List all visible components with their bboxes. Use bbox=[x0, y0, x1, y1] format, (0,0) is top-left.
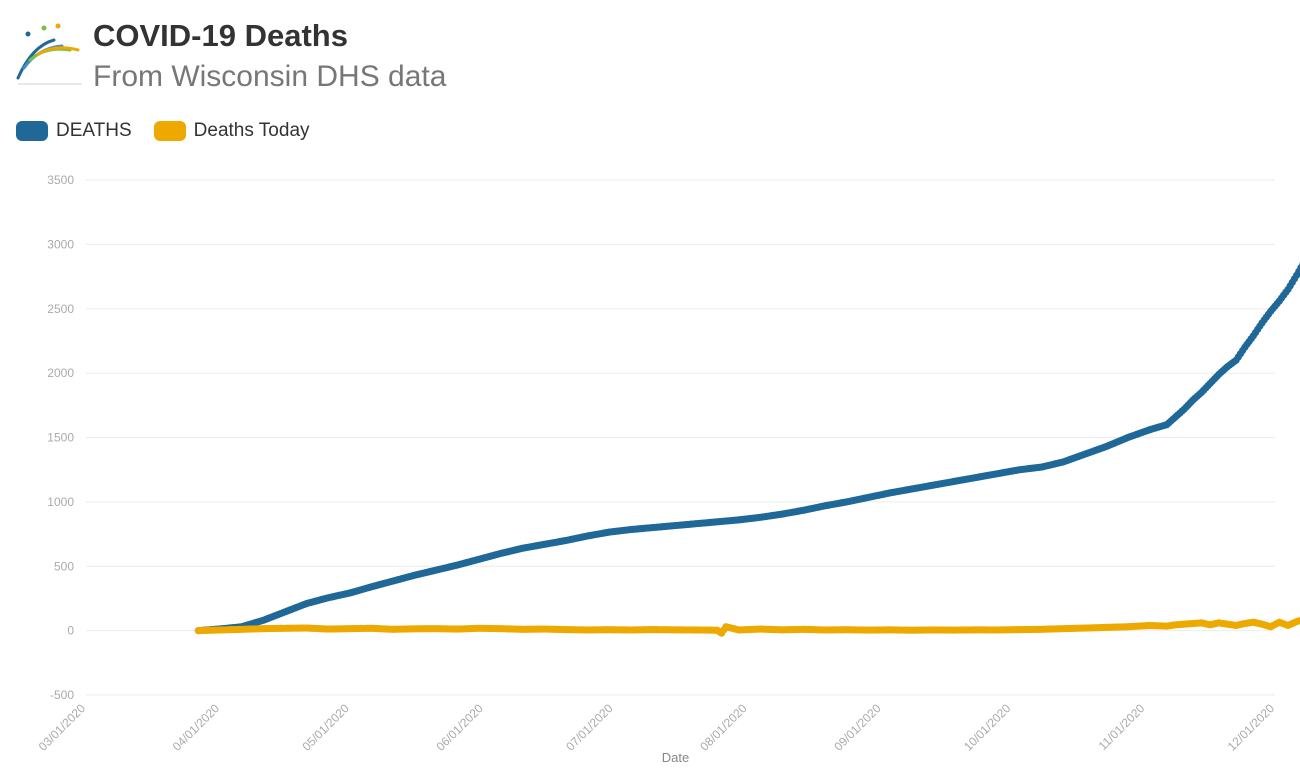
chart-legend: DEATHS Deaths Today bbox=[16, 118, 332, 144]
chart-subtitle: From Wisconsin DHS data bbox=[93, 60, 447, 93]
chart-title: COVID-19 Deaths bbox=[93, 18, 348, 53]
y-tick-label-3500: 3500 bbox=[47, 173, 74, 187]
x-tick-label-05-01-2020: 05/01/2020 bbox=[299, 701, 352, 754]
x-axis-title: Date bbox=[662, 750, 689, 765]
x-axis-ticks: 03/01/2020 04/01/2020 05/01/2020 06/01/2020… bbox=[36, 701, 1278, 754]
legend-item-deaths[interactable]: DEATHS bbox=[16, 120, 132, 142]
series-marker-1-62-2 bbox=[1297, 616, 1300, 624]
x-tick-label-09-01-2020: 09/01/2020 bbox=[831, 701, 884, 754]
legend-item-deaths-today[interactable]: Deaths Today bbox=[153, 120, 310, 142]
x-tick-label-10-01-2020: 10/01/2020 bbox=[961, 701, 1014, 754]
y-tick-label-3000: 3000 bbox=[47, 237, 74, 251]
chart-header: COVID-19 Deaths From Wisconsin DHS data bbox=[14, 14, 614, 100]
legend-swatch-deaths-today bbox=[153, 121, 186, 141]
series-deaths bbox=[194, 261, 1300, 635]
x-tick-label-03-01-2020: 03/01/2020 bbox=[36, 701, 89, 754]
wisconsin-logo-icon bbox=[16, 23, 82, 85]
y-tick-label-1500: 1500 bbox=[47, 431, 74, 445]
x-tick-label-06-01-2020: 06/01/2020 bbox=[434, 701, 487, 754]
y-tick-label-1000: 1000 bbox=[47, 495, 74, 509]
legend-swatch-deaths bbox=[16, 121, 48, 141]
y-tick-label-0: 0 bbox=[67, 624, 74, 638]
legend-label-deaths-today: Deaths Today bbox=[193, 120, 310, 141]
chart-series bbox=[194, 261, 1300, 637]
y-tick-label-500: 500 bbox=[54, 559, 74, 573]
series-marker-0-60-2 bbox=[1297, 264, 1300, 272]
y-tick-label--500: -500 bbox=[50, 688, 74, 702]
y-tick-label-2000: 2000 bbox=[47, 366, 74, 380]
chart-plot: -500 0 500 1000 1500 2000 2500 3000 3500 03/01/2… bbox=[36, 173, 1300, 765]
legend-label-deaths: DEATHS bbox=[56, 120, 132, 141]
x-tick-label-07-01-2020: 07/01/2020 bbox=[563, 701, 616, 754]
y-axis-ticks: -500 0 500 1000 1500 2000 2500 3000 3500 bbox=[47, 173, 74, 702]
x-tick-label-11-01-2020: 11/01/2020 bbox=[1096, 701, 1148, 753]
y-tick-label-2500: 2500 bbox=[47, 302, 74, 316]
x-tick-label-12-01-2020: 12/01/2020 bbox=[1225, 701, 1278, 754]
series-deaths-today bbox=[194, 616, 1300, 637]
x-tick-label-08-01-2020: 08/01/2020 bbox=[697, 701, 750, 754]
x-tick-label-04-01-2020: 04/01/2020 bbox=[170, 701, 223, 754]
